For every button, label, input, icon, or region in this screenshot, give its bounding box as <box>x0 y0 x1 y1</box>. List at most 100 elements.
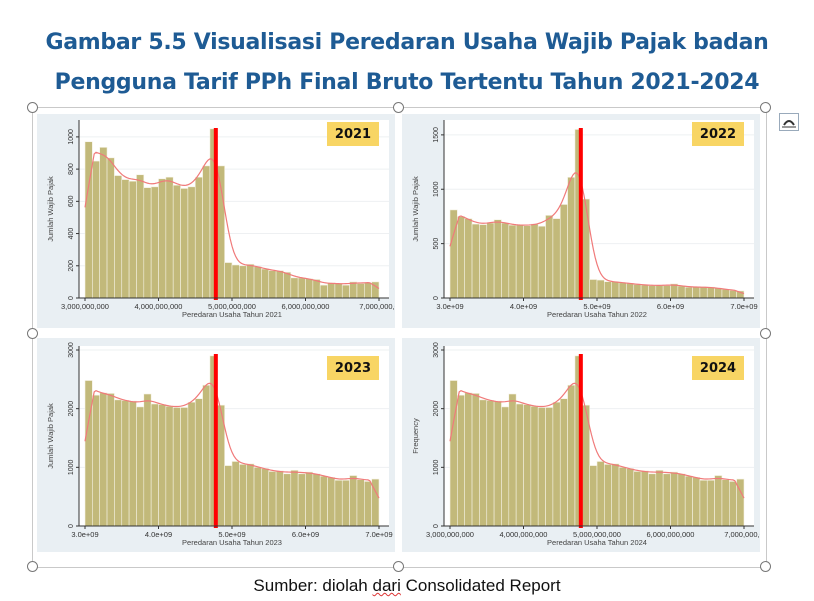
histogram-bar <box>523 404 532 527</box>
histogram-bar <box>611 463 620 527</box>
resize-handle[interactable] <box>393 102 404 113</box>
histogram-bar <box>501 222 510 299</box>
histogram-bar <box>180 188 189 299</box>
histogram-bar <box>136 406 145 527</box>
histogram-bar <box>699 479 708 527</box>
histogram-bar <box>356 479 365 527</box>
histogram-bar <box>633 471 642 527</box>
x-tick-label: 7.0e+09 <box>730 302 757 311</box>
x-tick-label: 3.0e+09 <box>436 302 463 311</box>
histogram-bar <box>158 178 167 299</box>
cutoff-line <box>578 354 583 528</box>
y-axis-label: Jumlah Wajib Pajak <box>46 403 55 469</box>
resize-handle[interactable] <box>393 561 404 572</box>
x-tick-label: 4.0e+09 <box>145 530 172 539</box>
histogram-panel-2024: 0 1000 2000 3000 3,000,000,000 4,000,000,000 5… <box>402 338 760 552</box>
histogram-bar <box>363 282 372 299</box>
histogram-bar <box>319 284 328 299</box>
histogram-panel-2023: 0 1000 2000 3000 3.0e+09 4.0e+09 5.0e+09 6.0e+0… <box>37 338 395 552</box>
histogram-bar <box>99 392 108 527</box>
histogram-bar <box>349 475 358 527</box>
histogram-bar <box>493 400 502 527</box>
histogram-bar <box>158 404 167 527</box>
histogram-bar <box>611 281 620 299</box>
histogram-bar <box>692 477 701 527</box>
layout-options-icon[interactable] <box>779 113 799 131</box>
histogram-bar <box>655 285 664 299</box>
histogram-panel-2021: 0 200 400 600 800 1000 3,000,000,000 4,000,000,… <box>37 114 395 328</box>
histogram-bar <box>728 290 737 299</box>
resize-handle[interactable] <box>760 328 771 339</box>
histogram-bar <box>523 225 532 299</box>
histogram-bar <box>187 186 196 299</box>
histogram-bar <box>655 469 664 527</box>
histogram-bar <box>224 262 233 299</box>
resize-handle[interactable] <box>760 102 771 113</box>
x-tick-label: 3.0e+09 <box>71 530 98 539</box>
y-tick-label: 400 <box>68 228 75 240</box>
density-curve <box>449 382 745 499</box>
y-tick-label: 1000 <box>68 129 75 145</box>
histogram-bar <box>84 141 93 299</box>
histogram-bar <box>92 394 100 527</box>
histogram-bar <box>508 224 517 299</box>
caption-suffix: Consolidated Report <box>400 576 561 595</box>
histogram-bar <box>640 470 649 527</box>
histogram-bar <box>618 282 627 299</box>
y-tick-label: 0 <box>433 524 440 528</box>
histogram-bar <box>559 204 568 299</box>
resize-handle[interactable] <box>27 328 38 339</box>
histogram-bar <box>486 222 495 299</box>
histogram-bar <box>334 283 343 299</box>
histogram-bar <box>508 393 517 527</box>
resize-handle[interactable] <box>27 102 38 113</box>
histogram-bar <box>677 285 686 299</box>
histogram-bar <box>172 184 181 299</box>
histogram-bar <box>253 266 262 299</box>
histogram-bar <box>312 473 321 527</box>
histogram-bar <box>464 392 473 527</box>
histogram-bar <box>202 384 211 527</box>
histogram-bar <box>327 477 336 527</box>
histogram-bar <box>449 380 458 527</box>
histogram-bar <box>253 467 262 527</box>
histogram-bar <box>464 218 473 299</box>
histogram-bar <box>356 283 365 299</box>
histogram-bar <box>231 264 240 299</box>
histogram-bar <box>283 271 292 299</box>
histogram-bar <box>106 157 115 299</box>
y-tick-label: 1000 <box>433 459 440 475</box>
x-tick-label: 5,000,000,000 <box>208 302 256 311</box>
x-tick-label: 7,000,000,0 <box>359 302 395 311</box>
resize-handle[interactable] <box>27 561 38 572</box>
resize-handle[interactable] <box>760 561 771 572</box>
histogram-bar <box>143 393 152 527</box>
histogram-bar <box>589 279 598 299</box>
histogram-bar <box>677 473 686 527</box>
histogram-bar <box>297 277 306 299</box>
histogram-bar <box>501 406 510 527</box>
histogram-bar <box>670 283 679 299</box>
x-tick-label: 6.0e+09 <box>657 302 684 311</box>
x-tick-label: 7.0e+09 <box>365 530 392 539</box>
x-tick-label: 6,000,000,000 <box>282 302 330 311</box>
histogram-bar <box>589 465 598 527</box>
histogram-bar <box>515 224 524 299</box>
histogram-bar <box>297 473 306 527</box>
x-tick-label: 5.0e+09 <box>218 530 245 539</box>
histogram-bar <box>231 461 240 527</box>
histogram-bar <box>114 175 123 299</box>
histogram-bar <box>128 400 137 527</box>
x-tick-label: 4,000,000,000 <box>135 302 183 311</box>
histogram-bar <box>662 285 671 299</box>
year-badge: 2021 <box>327 122 379 146</box>
y-tick-label: 3000 <box>433 342 440 358</box>
histogram-bar <box>334 479 343 527</box>
year-badge: 2022 <box>692 122 744 146</box>
y-tick-label: 2000 <box>433 401 440 417</box>
histogram-panel-2022: 0 500 1000 1500 3.0e+09 4.0e+09 5.0e+09 6.0e+09… <box>402 114 760 328</box>
histogram-bar <box>457 394 465 527</box>
histogram-bar <box>618 467 627 527</box>
histogram-bar <box>305 471 314 527</box>
y-tick-label: 0 <box>68 524 75 528</box>
